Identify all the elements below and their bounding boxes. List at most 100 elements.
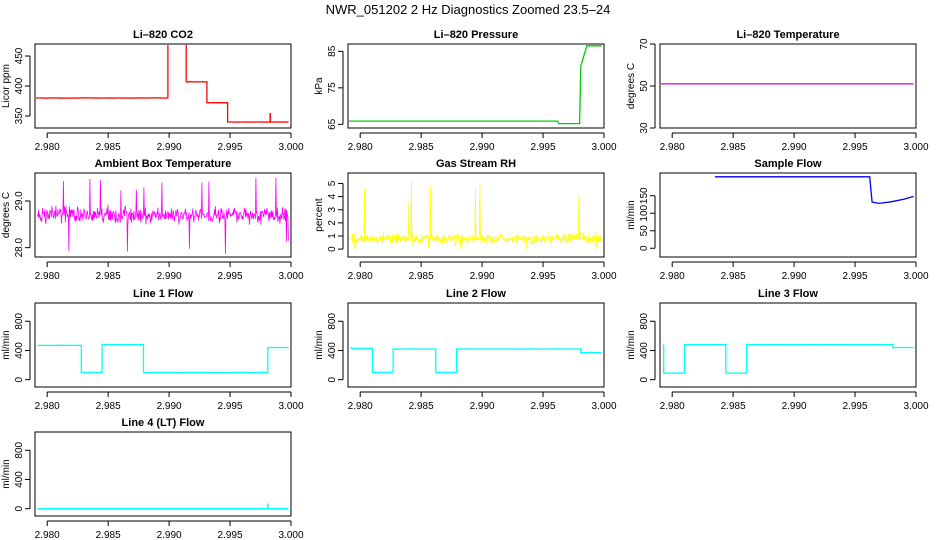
x-tick-label: 3.000 [903,271,928,282]
series-group [714,176,914,205]
y-tick-label: 0 [327,376,338,382]
x-tick-label: 2.985 [96,142,121,153]
y-tick-label: 150 [639,187,650,204]
chart-panel: Line 1 Flow 2.980 2.985 2.990 2.995 3.000 0 400… [1,288,304,412]
plot-frame [347,302,605,388]
x-tick-label: 2.995 [218,271,243,282]
chart-title: Gas Stream RH [436,158,516,170]
y-tick-label: 0 [639,376,650,382]
series-line [37,343,289,374]
chart-panel: Line 4 (LT) Flow 2.980 2.985 2.990 2.995 3.00… [1,417,304,540]
series-line [350,182,602,251]
chart-panel: Line 2 Flow 2.980 2.985 2.990 2.995 3.000 0 400… [314,288,617,412]
y-tick-label: 0 [327,246,338,252]
x-tick-label: 2.990 [470,142,495,153]
chart-title: Line 2 Flow [446,288,506,300]
chart-panel: Ambient Box Temperature 2.980 2.985 2.990 2.… [1,158,304,282]
x-tick-label: 3.000 [591,142,616,153]
series-group [37,177,289,254]
chart-panel: Line 3 Flow 2.980 2.985 2.990 2.995 3.000 0 400… [626,288,929,412]
x-tick-label: 2.990 [782,142,807,153]
plot-frame [34,43,292,129]
y-tick-label: 400 [14,77,25,94]
y-axis-label: ml/min [1,330,12,359]
y-tick-label: 50 [639,80,650,92]
x-tick-label: 2.995 [843,271,868,282]
series-group [662,343,914,374]
chart-panel: Li–820 Pressure 2.980 2.985 2.990 2.995 3.000… [314,29,617,153]
plot-frame [34,431,292,517]
x-tick-label: 3.000 [591,401,616,412]
y-tick-label: 350 [14,107,25,124]
plot-frame [34,302,292,388]
y-tick-label: 65 [327,118,338,130]
series-line [37,177,289,254]
y-axis-label: percent [314,198,325,232]
y-tick-label: 100 [639,204,650,221]
y-tick-label: 85 [327,45,338,57]
y-axis-label: kPa [314,77,325,95]
x-tick-label: 2.985 [96,271,121,282]
y-tick-label: 0 [639,245,650,251]
y-tick-label: 50 [639,225,650,237]
chart-title: Li–820 Pressure [434,29,518,41]
chart-panel: Li–820 Temperature 2.980 2.985 2.990 2.995 3.… [626,29,929,153]
x-tick-label: 2.980 [35,271,60,282]
x-tick-label: 2.990 [157,530,182,540]
chart-panel: Li–820 CO2 2.980 2.985 2.990 2.995 3.000 350 40… [1,29,304,153]
x-tick-label: 3.000 [903,142,928,153]
y-tick-label: 28.0 [14,237,25,257]
chart-title: Sample Flow [754,158,822,170]
y-tick-label: 2 [327,220,338,226]
series-group [350,182,602,251]
plot-frame [347,172,605,258]
y-tick-label: 450 [14,47,25,64]
y-axis-label: ml/min [626,200,637,229]
figure-title: NWR_051202 2 Hz Diagnostics Zoomed 23.5–… [325,2,611,17]
x-tick-label: 3.000 [278,530,303,540]
x-tick-label: 3.000 [903,401,928,412]
x-tick-label: 2.980 [660,271,685,282]
chart-panel: Gas Stream RH 2.980 2.985 2.990 2.995 3.000 0 1… [314,158,617,282]
x-tick-label: 3.000 [591,271,616,282]
y-tick-label: 800 [639,312,650,329]
y-tick-label: 29.0 [14,191,25,211]
plot-frame [659,43,917,129]
y-axis-label: ml/min [1,459,12,488]
chart-title: Line 4 (LT) Flow [122,417,205,429]
x-tick-label: 2.995 [531,142,556,153]
y-tick-label: 70 [639,38,650,50]
x-tick-label: 2.980 [35,530,60,540]
x-tick-label: 2.980 [348,142,373,153]
x-tick-label: 2.995 [531,401,556,412]
y-axis-label: Licor ppm [1,64,12,108]
x-tick-label: 2.990 [470,401,495,412]
chart-title: Ambient Box Temperature [95,158,232,170]
x-tick-label: 2.995 [843,142,868,153]
x-tick-label: 2.985 [721,401,746,412]
y-tick-label: 800 [327,312,338,329]
series-line [662,343,914,374]
plot-frame [659,172,917,258]
x-tick-label: 2.985 [721,142,746,153]
y-tick-label: 5 [327,180,338,186]
chart-panel: Sample Flow 2.980 2.985 2.990 2.995 3.000 0 50 1… [626,158,929,282]
x-tick-label: 2.980 [35,142,60,153]
series-line [714,176,914,205]
y-axis-label: degrees C [626,63,637,109]
x-tick-label: 2.995 [531,271,556,282]
x-tick-label: 2.990 [782,271,807,282]
y-tick-label: 400 [639,342,650,359]
chart-title: Li–820 CO2 [133,29,193,41]
x-tick-label: 2.995 [218,530,243,540]
x-tick-label: 3.000 [278,142,303,153]
y-tick-label: 1 [327,233,338,239]
x-tick-label: 2.985 [96,401,121,412]
y-tick-label: 400 [327,342,338,359]
plot-frame [659,302,917,388]
y-tick-label: 800 [14,312,25,329]
x-tick-label: 2.995 [218,401,243,412]
y-tick-label: 400 [14,342,25,359]
x-tick-label: 2.980 [348,271,373,282]
